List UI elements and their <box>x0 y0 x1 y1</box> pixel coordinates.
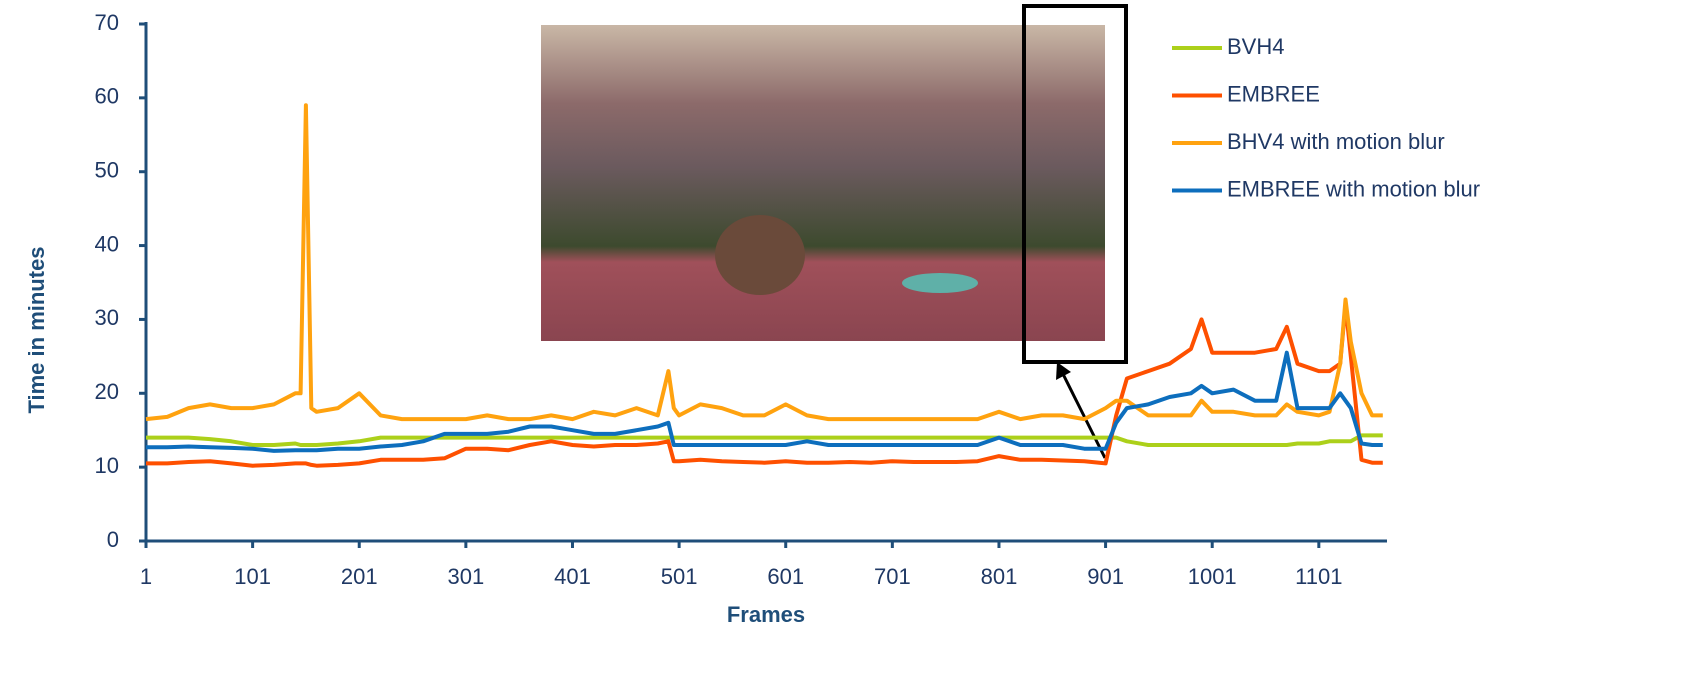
legend-label: BHV4 with motion blur <box>1227 129 1445 154</box>
y-tick-label: 10 <box>95 453 119 478</box>
x-tick-label: 201 <box>341 564 378 589</box>
y-tick-label: 0 <box>107 527 119 552</box>
chart: Time in minutes Frames 01020304050607011… <box>0 0 1700 681</box>
y-tick-label: 20 <box>95 379 119 404</box>
y-tick-label: 70 <box>95 10 119 35</box>
x-tick-label: 901 <box>1087 564 1124 589</box>
x-tick-label: 701 <box>874 564 911 589</box>
x-tick-label: 1001 <box>1188 564 1237 589</box>
y-tick-label: 60 <box>95 84 119 109</box>
x-tick-label: 101 <box>234 564 271 589</box>
legend-label: EMBREE <box>1227 81 1320 106</box>
x-tick-label: 601 <box>767 564 804 589</box>
x-tick-label: 801 <box>981 564 1018 589</box>
inset-image <box>541 25 1105 341</box>
legend-label: BVH4 <box>1227 34 1284 59</box>
x-tick-label: 501 <box>661 564 698 589</box>
legend-label: EMBREE with motion blur <box>1227 176 1480 201</box>
inset-figure <box>715 215 805 295</box>
x-tick-label: 1101 <box>1295 564 1342 589</box>
x-tick-label: 301 <box>448 564 485 589</box>
x-axis-label: Frames <box>727 602 805 627</box>
inset-bowl <box>902 273 978 293</box>
y-tick-label: 40 <box>95 231 119 256</box>
y-axis-label: Time in minutes <box>24 246 49 413</box>
y-tick-label: 50 <box>95 158 119 183</box>
x-tick-label: 401 <box>554 564 591 589</box>
x-tick-label: 1 <box>140 564 152 589</box>
y-tick-label: 30 <box>95 305 119 330</box>
